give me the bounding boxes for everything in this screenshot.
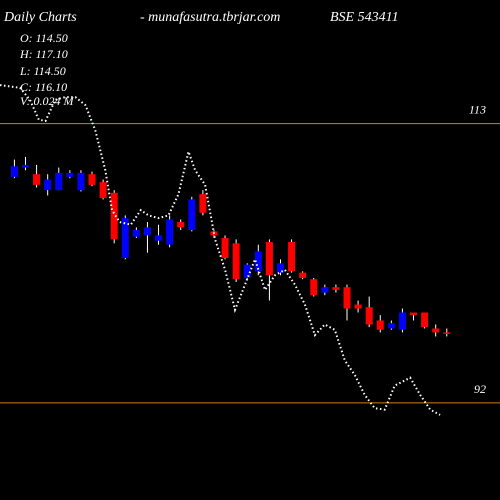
dotted-line [0, 84, 441, 416]
candle-body [132, 230, 140, 237]
ohlc-label: L: 114.50 [19, 64, 66, 78]
candle-body [365, 307, 373, 325]
candle-body [265, 242, 273, 276]
candle-body [33, 174, 41, 185]
candle-body [166, 219, 174, 245]
candle-body [398, 312, 406, 330]
candle-body [387, 323, 395, 329]
candle-body [88, 174, 96, 185]
candle-body [376, 320, 384, 330]
chart-title: Daily Charts [3, 10, 77, 25]
candle-body [55, 172, 63, 191]
candle-body [443, 332, 451, 334]
candle-body [77, 172, 85, 191]
candle-body [188, 199, 196, 231]
candle-body [421, 312, 429, 328]
candle-body [110, 192, 118, 240]
candle-body [121, 218, 129, 258]
candle-body [321, 287, 329, 293]
candle-body [354, 304, 362, 309]
candle-body [288, 242, 296, 272]
volume-label: V: 0.024 M [20, 94, 75, 108]
candle-body [343, 287, 351, 309]
candle-body [199, 194, 207, 213]
candle-body [410, 312, 418, 316]
candle-body [276, 263, 284, 273]
candle-body [10, 166, 18, 177]
candle-body [243, 264, 251, 278]
candle-body [99, 182, 107, 199]
ohlc-label: H: 117.10 [19, 47, 68, 61]
candle-body [21, 164, 29, 168]
ohlc-label: C: 116.10 [20, 80, 67, 94]
candle-body [254, 251, 262, 272]
ohlc-label: O: 114.50 [20, 31, 68, 45]
candle-body [310, 279, 318, 296]
site-name: - munafasutra.tbrjar.com [140, 10, 280, 25]
candle-body [143, 227, 151, 236]
plot [0, 84, 500, 416]
symbol: BSE 543411 [330, 10, 399, 25]
candle-body [299, 272, 307, 278]
candle-body [177, 222, 185, 228]
candle-body [332, 287, 340, 290]
candle-body [44, 179, 52, 191]
level-label: 113 [469, 103, 486, 117]
candle-body [221, 238, 229, 258]
candle-body [66, 172, 74, 177]
candle-body [432, 328, 440, 333]
candle-body [155, 235, 163, 241]
candle-body [232, 243, 240, 280]
level-label: 92 [474, 382, 486, 396]
